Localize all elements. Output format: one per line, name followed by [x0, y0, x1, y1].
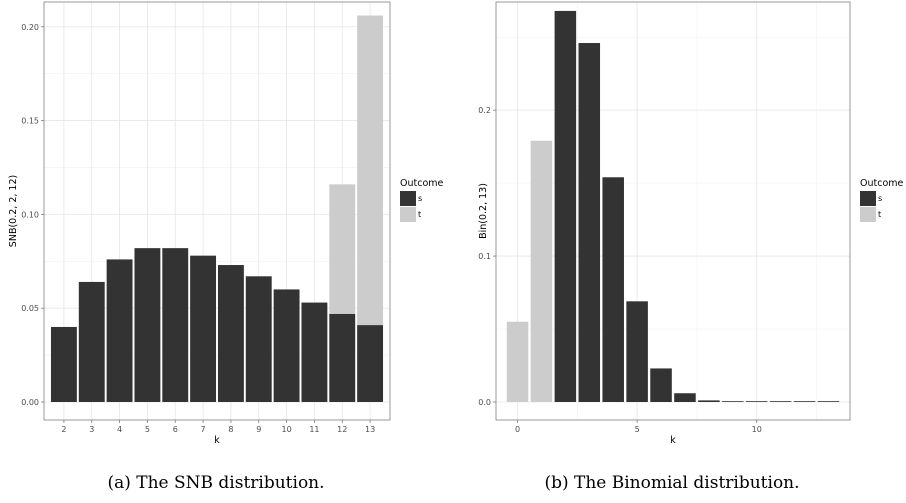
- x-tick-label: 7: [201, 425, 206, 434]
- bars: [506, 10, 840, 403]
- x-tick-label: 4: [117, 425, 122, 434]
- y-axis-title: Bin(0.2, 13): [478, 183, 489, 239]
- bar-s-k3: [78, 281, 105, 402]
- bar-s-k13: [817, 401, 840, 402]
- bar-s-k7: [190, 255, 217, 402]
- x-axis-title: k: [670, 435, 676, 446]
- y-tick-label: 0.1: [478, 252, 491, 261]
- bar-s-k13: [357, 325, 384, 402]
- bar-s-k10: [273, 289, 300, 402]
- figure-caption: (b) The Binomial distribution.: [544, 473, 799, 493]
- y-tick-label: 0.05: [21, 304, 39, 313]
- bar-s-k2: [50, 326, 77, 402]
- legend-title: Outcome: [860, 178, 904, 189]
- x-tick-label: 13: [365, 425, 375, 434]
- bar-t-k1: [530, 140, 553, 402]
- y-tick-label: 0.00: [21, 398, 39, 407]
- x-tick-label: 3: [89, 425, 94, 434]
- bar-s-k5: [626, 301, 648, 402]
- bar-s-k2: [554, 10, 577, 402]
- legend-title: Outcome: [400, 178, 444, 189]
- legend: Outcome st: [400, 178, 444, 222]
- x-tick-label: 5: [145, 425, 150, 434]
- y-axis: 0.00 0.05 0.10 0.15 0.20: [21, 23, 44, 407]
- bar-s-k6: [650, 368, 672, 402]
- legend-swatch-s: [400, 191, 416, 206]
- legend-swatch-s: [860, 191, 876, 206]
- y-tick-label: 0.10: [21, 210, 39, 219]
- y-tick-label: 0.2: [478, 106, 491, 115]
- bar-s-k11: [301, 302, 328, 402]
- x-axis: 2 3 4 5 6 7 8 9 10 11 12 13: [61, 420, 375, 434]
- x-tick-label: 2: [61, 425, 66, 434]
- bar-s-k11: [769, 401, 792, 402]
- legend-label-t: t: [418, 210, 421, 219]
- plot-border: [43, 1, 391, 421]
- y-tick-label: 0.0: [478, 398, 491, 407]
- bar-t-k12: [329, 184, 356, 314]
- y-axis-title: SNB(0.2, 2, 12): [8, 175, 19, 247]
- chart-panel-a: 0.00 0.05 0.10 0.15 0.20 2 3 4 5 6 7 8 9 10 11 12 13 k SNB…: [8, 1, 444, 493]
- bar-s-k7: [674, 393, 696, 402]
- y-tick-label: 0.15: [21, 117, 39, 126]
- y-axis: 0.0 0.1 0.2: [478, 106, 496, 407]
- plot-border: [495, 1, 851, 421]
- legend-swatch-t: [860, 207, 876, 222]
- x-axis-title: k: [214, 435, 220, 446]
- x-tick-label: 5: [635, 425, 640, 434]
- x-tick-label: 12: [337, 425, 347, 434]
- bar-t-k0: [506, 321, 529, 402]
- bar-s-k3: [578, 43, 601, 403]
- bars: [50, 15, 384, 402]
- legend: Outcome st: [860, 178, 904, 222]
- bar-s-k10: [745, 401, 768, 402]
- bar-s-k4: [602, 177, 624, 402]
- figure-caption: (a) The SNB distribution.: [107, 473, 324, 493]
- bar-s-k9: [722, 401, 744, 402]
- bar-s-k9: [245, 276, 272, 402]
- bar-s-k12: [793, 401, 816, 402]
- y-tick-label: 0.20: [21, 23, 39, 32]
- legend-label-s: s: [878, 194, 882, 203]
- x-tick-label: 9: [256, 425, 261, 434]
- bar-s-k4: [106, 259, 133, 402]
- bar-t-k13: [357, 15, 384, 326]
- x-tick-label: 10: [752, 425, 762, 434]
- x-tick-label: 8: [228, 425, 233, 434]
- x-tick-label: 0: [515, 425, 520, 434]
- bar-s-k8: [698, 400, 720, 402]
- bar-s-k12: [329, 313, 356, 402]
- x-tick-label: 6: [173, 425, 178, 434]
- x-tick-label: 10: [281, 425, 291, 434]
- chart-panel-b: 0.0 0.1 0.2 0 5 10 k Bin(0.2, 13) Outcome st (b) T…: [478, 1, 904, 493]
- bar-s-k5: [134, 248, 161, 402]
- bar-s-k8: [217, 265, 244, 402]
- legend-label-t: t: [878, 210, 881, 219]
- legend-swatch-t: [400, 207, 416, 222]
- x-axis: 0 5 10: [515, 420, 762, 434]
- legend-label-s: s: [418, 194, 422, 203]
- bar-s-k6: [162, 248, 189, 402]
- x-tick-label: 11: [309, 425, 319, 434]
